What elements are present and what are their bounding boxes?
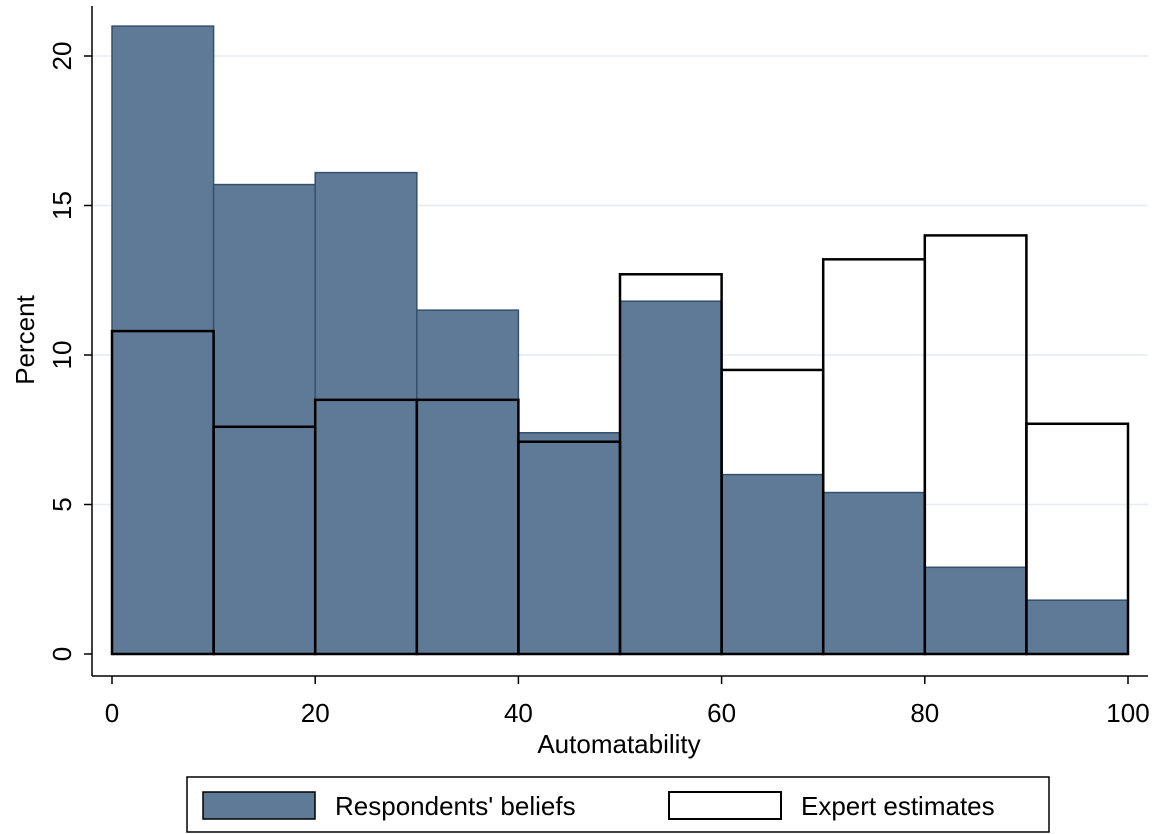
respondents-bar <box>720 473 824 655</box>
respondents-bar <box>314 171 418 655</box>
x-tick-label: 40 <box>504 698 533 728</box>
y-tick-label: 15 <box>47 191 77 220</box>
y-tick-label: 10 <box>47 341 77 370</box>
x-tick-label: 100 <box>1106 698 1149 728</box>
legend-label-respondents: Respondents' beliefs <box>335 791 576 821</box>
x-axis-ticks: 0 20 40 60 80 100 <box>105 676 1150 728</box>
x-axis-label: Automatability <box>537 729 700 759</box>
y-tick-label: 20 <box>47 42 77 71</box>
respondents-bar <box>517 431 621 655</box>
y-axis-label: Percent <box>10 294 40 384</box>
respondents-bar <box>619 300 723 655</box>
legend-label-expert: Expert estimates <box>801 791 995 821</box>
x-tick-label: 0 <box>105 698 119 728</box>
legend-box <box>186 776 1050 833</box>
legend-swatch-expert <box>668 791 782 820</box>
respondents-bars <box>111 25 1129 655</box>
x-tick-label: 80 <box>910 698 939 728</box>
x-tick-label: 20 <box>301 698 330 728</box>
respondents-bar <box>924 566 1028 655</box>
expert-bar <box>1025 422 1130 656</box>
respondents-bar <box>822 491 926 655</box>
y-tick-label: 0 <box>47 647 77 661</box>
x-tick-label: 60 <box>707 698 736 728</box>
respondents-bar <box>416 309 520 655</box>
legend: Respondents' beliefs Expert estimates <box>186 776 1050 833</box>
y-axis-ticks: 0 5 10 15 20 <box>47 42 92 661</box>
respondents-bar <box>111 25 215 655</box>
y-tick-label: 5 <box>47 497 77 511</box>
respondents-bar <box>1025 599 1129 655</box>
legend-swatch-respondents <box>202 791 316 820</box>
expert-bars <box>110 234 1130 656</box>
respondents-bar <box>212 183 316 655</box>
